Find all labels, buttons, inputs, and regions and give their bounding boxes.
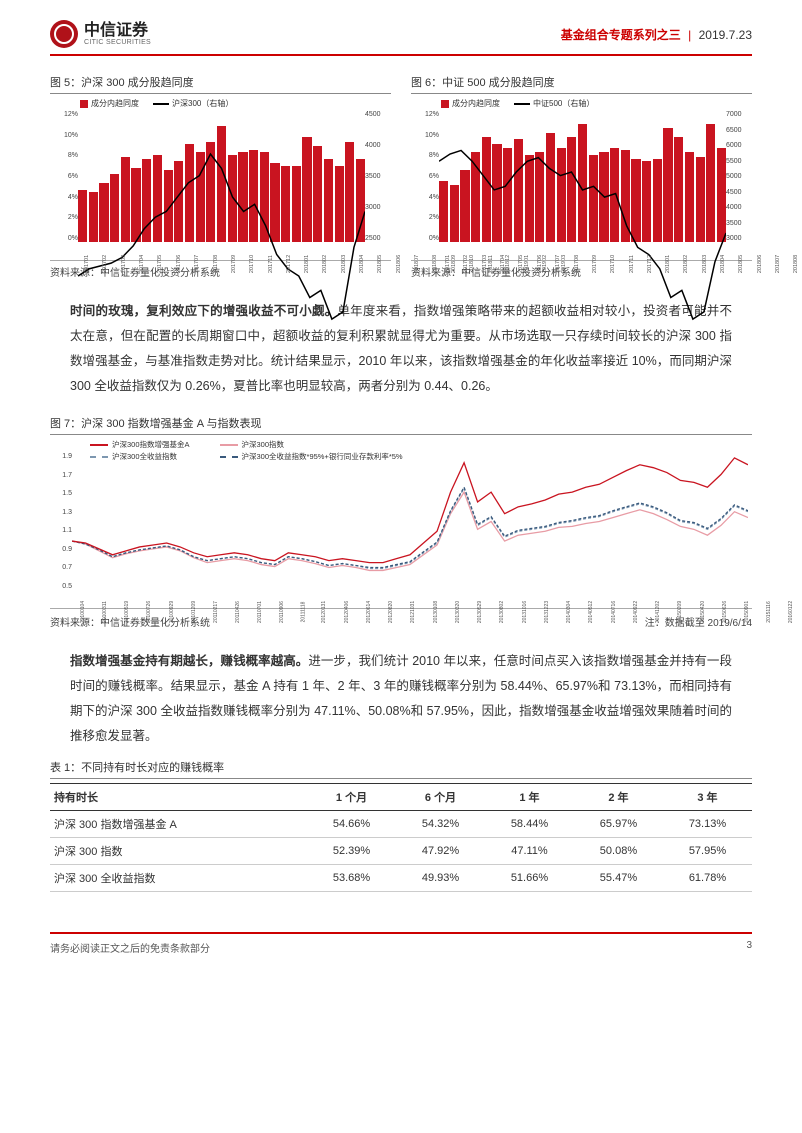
table1-table: 持有时长1 个月6 个月1 年2 年3 年 沪深 300 指数增强基金 A54.…	[50, 783, 752, 892]
fig7-chart: 沪深300指数增强基金A沪深300指数沪深300全收益指数沪深300全收益指数*…	[50, 439, 752, 609]
fig5-title: 图 5：沪深 300 成分股趋同度	[50, 74, 391, 94]
figure-row-1: 图 5：沪深 300 成分股趋同度 成分内趋同度沪深300（右轴） 12%10%…	[50, 74, 752, 279]
table1-title: 表 1：不同持有时长对应的赚钱概率	[50, 759, 752, 779]
logo-cn: 中信证券	[84, 23, 151, 39]
paragraph-2: 指数增强基金持有期越长，赚钱概率越高。进一步，我们统计 2010 年以来，任意时…	[70, 649, 732, 749]
figure-7: 图 7：沪深 300 指数增强基金 A 与指数表现 沪深300指数增强基金A沪深…	[50, 415, 752, 629]
fig5-chart: 12%10%8%6%4%2%0% 45004000350030002500 20…	[50, 111, 391, 261]
footer: 请务必阅读正文之后的免责条款部分 3	[50, 932, 752, 955]
header-date: 2019.7.23	[699, 28, 752, 42]
logo-en: CITIC SECURITIES	[84, 39, 151, 46]
footer-disclaimer: 请务必阅读正文之后的免责条款部分	[50, 940, 210, 955]
fig6-legend: 成分内趋同度中证500（右轴）	[441, 98, 752, 109]
header-right: 基金组合专题系列之三 | 2019.7.23	[561, 26, 752, 43]
fig6-chart: 12%10%8%6%4%2%0% 70006500600055005000450…	[411, 111, 752, 261]
fig5-legend: 成分内趋同度沪深300（右轴）	[80, 98, 391, 109]
series-title: 基金组合专题系列之三	[561, 28, 681, 42]
logo: 中信证券 CITIC SECURITIES	[50, 20, 151, 48]
header: 中信证券 CITIC SECURITIES 基金组合专题系列之三 | 2019.…	[50, 20, 752, 56]
table-1: 表 1：不同持有时长对应的赚钱概率 持有时长1 个月6 个月1 年2 年3 年 …	[50, 759, 752, 892]
figure-6: 图 6：中证 500 成分股趋同度 成分内趋同度中证500（右轴） 12%10%…	[411, 74, 752, 279]
page-number: 3	[746, 940, 752, 955]
figure-5: 图 5：沪深 300 成分股趋同度 成分内趋同度沪深300（右轴） 12%10%…	[50, 74, 391, 279]
page: 中信证券 CITIC SECURITIES 基金组合专题系列之三 | 2019.…	[0, 0, 802, 965]
fig7-title: 图 7：沪深 300 指数增强基金 A 与指数表现	[50, 415, 752, 435]
logo-icon	[50, 20, 78, 48]
fig6-title: 图 6：中证 500 成分股趋同度	[411, 74, 752, 94]
